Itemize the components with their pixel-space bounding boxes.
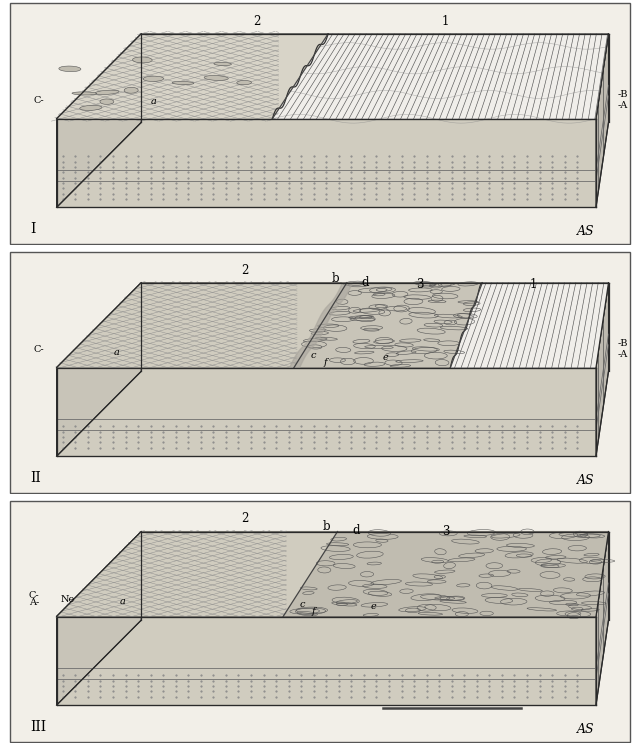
Text: b: b — [323, 521, 330, 533]
Ellipse shape — [237, 80, 252, 85]
Text: C-: C- — [28, 592, 39, 600]
Text: A-: A- — [29, 598, 39, 607]
Text: C-: C- — [33, 96, 44, 105]
Text: -B: -B — [618, 90, 628, 99]
Text: -A: -A — [618, 350, 628, 359]
Text: C-: C- — [33, 345, 44, 354]
Polygon shape — [283, 531, 609, 617]
FancyBboxPatch shape — [10, 4, 630, 244]
Polygon shape — [56, 34, 609, 118]
Polygon shape — [451, 282, 609, 367]
Text: -B: -B — [618, 339, 628, 348]
Ellipse shape — [100, 99, 114, 104]
Text: e: e — [383, 353, 388, 362]
Text: c: c — [311, 352, 316, 361]
Text: III: III — [30, 720, 46, 734]
Text: 3: 3 — [442, 525, 449, 538]
Text: a: a — [151, 98, 157, 107]
Polygon shape — [294, 282, 483, 367]
Text: b: b — [332, 272, 339, 285]
Text: AS: AS — [577, 225, 595, 238]
Polygon shape — [56, 34, 141, 207]
Text: c: c — [300, 600, 305, 609]
Ellipse shape — [172, 81, 194, 85]
Text: Ne: Ne — [61, 595, 75, 604]
Ellipse shape — [143, 76, 164, 81]
Text: AS: AS — [577, 723, 595, 736]
Ellipse shape — [59, 66, 81, 72]
Text: 2: 2 — [241, 513, 248, 525]
Polygon shape — [56, 531, 609, 617]
Text: 1: 1 — [442, 15, 449, 28]
Text: f: f — [312, 607, 316, 616]
Text: I: I — [30, 222, 36, 236]
Polygon shape — [56, 34, 328, 118]
Text: II: II — [30, 471, 41, 485]
Ellipse shape — [72, 92, 97, 95]
Polygon shape — [56, 282, 141, 456]
FancyBboxPatch shape — [10, 501, 630, 741]
Polygon shape — [56, 367, 596, 456]
Polygon shape — [56, 531, 337, 617]
Ellipse shape — [204, 75, 228, 80]
Polygon shape — [596, 531, 609, 705]
Text: 3: 3 — [417, 278, 424, 291]
Polygon shape — [273, 34, 609, 118]
Polygon shape — [56, 282, 347, 367]
Text: d: d — [362, 276, 369, 289]
Ellipse shape — [132, 57, 152, 63]
Ellipse shape — [214, 63, 232, 66]
Ellipse shape — [80, 105, 102, 110]
Text: a: a — [120, 597, 125, 606]
Text: -A: -A — [618, 101, 628, 110]
Text: 2: 2 — [253, 15, 261, 28]
Polygon shape — [56, 282, 609, 367]
Text: 1: 1 — [529, 278, 537, 291]
Text: f: f — [323, 358, 327, 367]
Polygon shape — [596, 282, 609, 456]
Ellipse shape — [124, 87, 138, 93]
Polygon shape — [56, 617, 596, 705]
Text: a: a — [113, 348, 119, 357]
Ellipse shape — [95, 90, 119, 95]
Polygon shape — [56, 118, 596, 207]
Polygon shape — [596, 34, 609, 207]
Text: 2: 2 — [241, 264, 248, 276]
FancyBboxPatch shape — [10, 253, 630, 492]
Text: e: e — [371, 602, 376, 611]
Polygon shape — [56, 531, 141, 705]
Text: AS: AS — [577, 474, 595, 487]
Text: d: d — [353, 524, 360, 537]
